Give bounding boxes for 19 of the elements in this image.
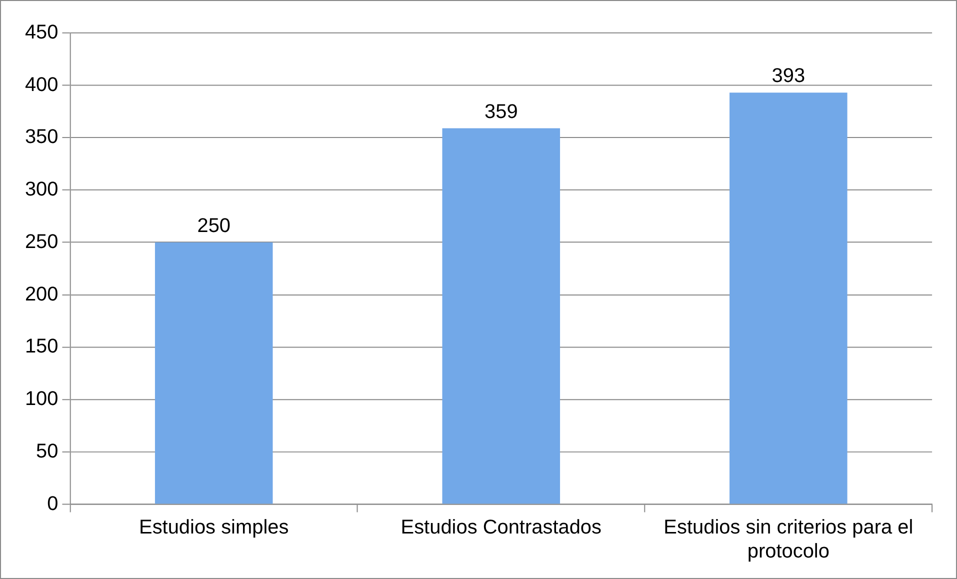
data-label: 359 bbox=[484, 100, 518, 123]
bar bbox=[442, 128, 560, 504]
y-tick-label: 50 bbox=[36, 440, 58, 462]
x-tick-label: Estudios sin criterios para el protocolo bbox=[664, 516, 914, 563]
x-tick-label: Estudios Contrastados bbox=[400, 516, 602, 539]
y-tick-label: 100 bbox=[24, 388, 58, 410]
y-tick-label: 150 bbox=[24, 336, 58, 358]
y-tick-label: 350 bbox=[24, 126, 58, 148]
bar bbox=[154, 242, 273, 504]
bar bbox=[730, 92, 848, 504]
y-tick-label: 0 bbox=[47, 492, 58, 515]
data-label: 393 bbox=[772, 65, 806, 88]
y-tick-label: 450 bbox=[24, 21, 58, 44]
x-tick-label: Estudios simples bbox=[139, 516, 289, 539]
y-tick-label: 400 bbox=[24, 74, 58, 96]
y-tick-label: 200 bbox=[24, 283, 58, 306]
data-label: 250 bbox=[197, 214, 231, 237]
y-tick-label: 300 bbox=[24, 178, 58, 201]
y-tick-label: 250 bbox=[24, 230, 58, 253]
